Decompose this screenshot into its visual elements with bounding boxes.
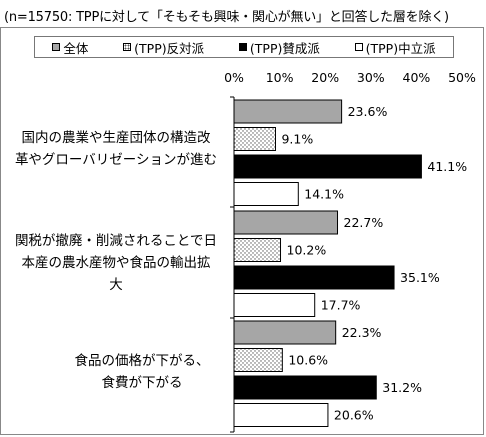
category-label-line: 食費が下がる <box>101 375 183 391</box>
legend-item-support: (TPP)賛成派 <box>238 38 320 57</box>
legend-item-neutral: (TPP)中立派 <box>354 38 436 57</box>
category-label-export-expansion: 関税が撤廃・削減されることで日 本産の農水産物や食品の輸出拡 大 <box>2 230 230 296</box>
category-label-line: 関税が撤廃・削減されることで日 <box>14 233 218 249</box>
bar-neutral-structural-reform <box>233 182 299 206</box>
data-label: 35.1% <box>400 270 440 285</box>
x-tick-label: 20% <box>311 70 339 85</box>
data-label: 10.2% <box>287 243 327 258</box>
bar-support-structural-reform <box>233 154 422 179</box>
bar-opposed-structural-reform <box>233 127 276 151</box>
legend-label-opposed: (TPP)反対派 <box>134 40 205 56</box>
black-square-icon <box>238 43 247 51</box>
category-label-line: 国内の農業や生産団体の構造改 <box>21 130 211 146</box>
x-tick-label: 50% <box>448 70 476 85</box>
legend-label-support: (TPP)賛成派 <box>249 40 320 56</box>
category-label-food-price: 食品の価格が下がる、 食費が下がる <box>54 350 230 394</box>
x-tick-label: 10% <box>266 70 294 85</box>
data-label: 22.7% <box>344 215 384 230</box>
bar-neutral-export-expansion <box>233 293 316 317</box>
bar-overall-export-expansion <box>233 210 339 235</box>
data-label: 9.1% <box>281 132 313 147</box>
category-label-line: 革やグローバリゼーションが進む <box>14 152 218 168</box>
data-label: 31.2% <box>382 380 422 395</box>
legend-label-overall: 全体 <box>63 40 89 56</box>
legend-item-opposed: (TPP)反対派 <box>123 38 204 57</box>
data-label: 20.6% <box>334 408 374 423</box>
dotted-square-icon <box>123 43 132 51</box>
data-label: 41.1% <box>427 159 467 174</box>
category-label-line: 食品の価格が下がる、 <box>74 353 210 369</box>
category-label-line: 本産の農水産物や食品の輸出拡 <box>21 255 211 271</box>
data-label: 22.3% <box>342 325 382 340</box>
data-label: 17.7% <box>321 298 361 313</box>
x-tick-label: 30% <box>357 70 385 85</box>
category-label-line: 大 <box>109 277 123 293</box>
legend: 全体 (TPP)反対派 (TPP)賛成派 (TPP)中立派 <box>34 36 454 58</box>
chart-frame <box>0 27 484 435</box>
category-label-structural-reform: 国内の農業や生産団体の構造改 革やグローバリゼーションが進む <box>2 127 230 171</box>
data-label: 14.1% <box>304 187 344 202</box>
data-label: 10.6% <box>288 353 328 368</box>
chart-title: (n=15750: TPPに対して「そもそも興味・関心が無い」と回答した層を除く… <box>4 10 449 25</box>
bar-opposed-export-expansion <box>233 238 282 262</box>
x-tick-label: 40% <box>403 70 431 85</box>
x-tick-label: 0% <box>224 70 244 85</box>
data-label: 23.6% <box>348 104 388 119</box>
legend-item-overall: 全体 <box>52 38 88 57</box>
bar-neutral-food-price <box>233 403 329 427</box>
bar-overall-structural-reform <box>233 99 343 124</box>
filled-square-icon <box>52 43 61 51</box>
bar-support-export-expansion <box>233 265 395 290</box>
legend-label-neutral: (TPP)中立派 <box>365 40 436 56</box>
white-square-icon <box>354 43 363 51</box>
bar-overall-food-price <box>233 320 337 345</box>
bar-opposed-food-price <box>233 348 283 372</box>
bar-support-food-price <box>233 375 377 400</box>
